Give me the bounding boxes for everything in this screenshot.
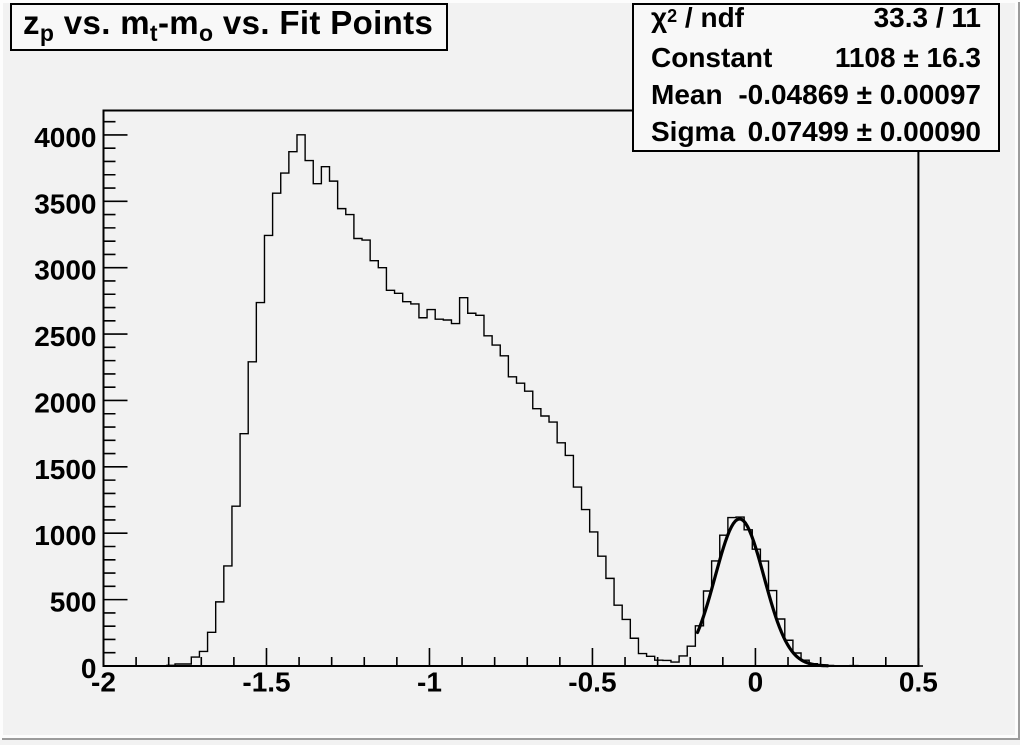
svg-text:0: 0 bbox=[81, 653, 97, 684]
svg-text:2500: 2500 bbox=[34, 321, 96, 352]
svg-text:-1: -1 bbox=[417, 667, 442, 698]
svg-text:0.5: 0.5 bbox=[899, 667, 938, 698]
svg-text:2000: 2000 bbox=[34, 388, 96, 419]
svg-text:3500: 3500 bbox=[34, 188, 96, 219]
svg-text:-1.5: -1.5 bbox=[242, 667, 290, 698]
svg-text:1500: 1500 bbox=[34, 454, 96, 485]
svg-text:1000: 1000 bbox=[34, 520, 96, 551]
svg-text:-2: -2 bbox=[91, 667, 116, 698]
svg-text:0: 0 bbox=[748, 667, 764, 698]
svg-text:500: 500 bbox=[50, 587, 97, 618]
svg-text:-0.5: -0.5 bbox=[568, 667, 616, 698]
svg-text:4000: 4000 bbox=[34, 122, 96, 153]
svg-text:3000: 3000 bbox=[34, 255, 96, 286]
